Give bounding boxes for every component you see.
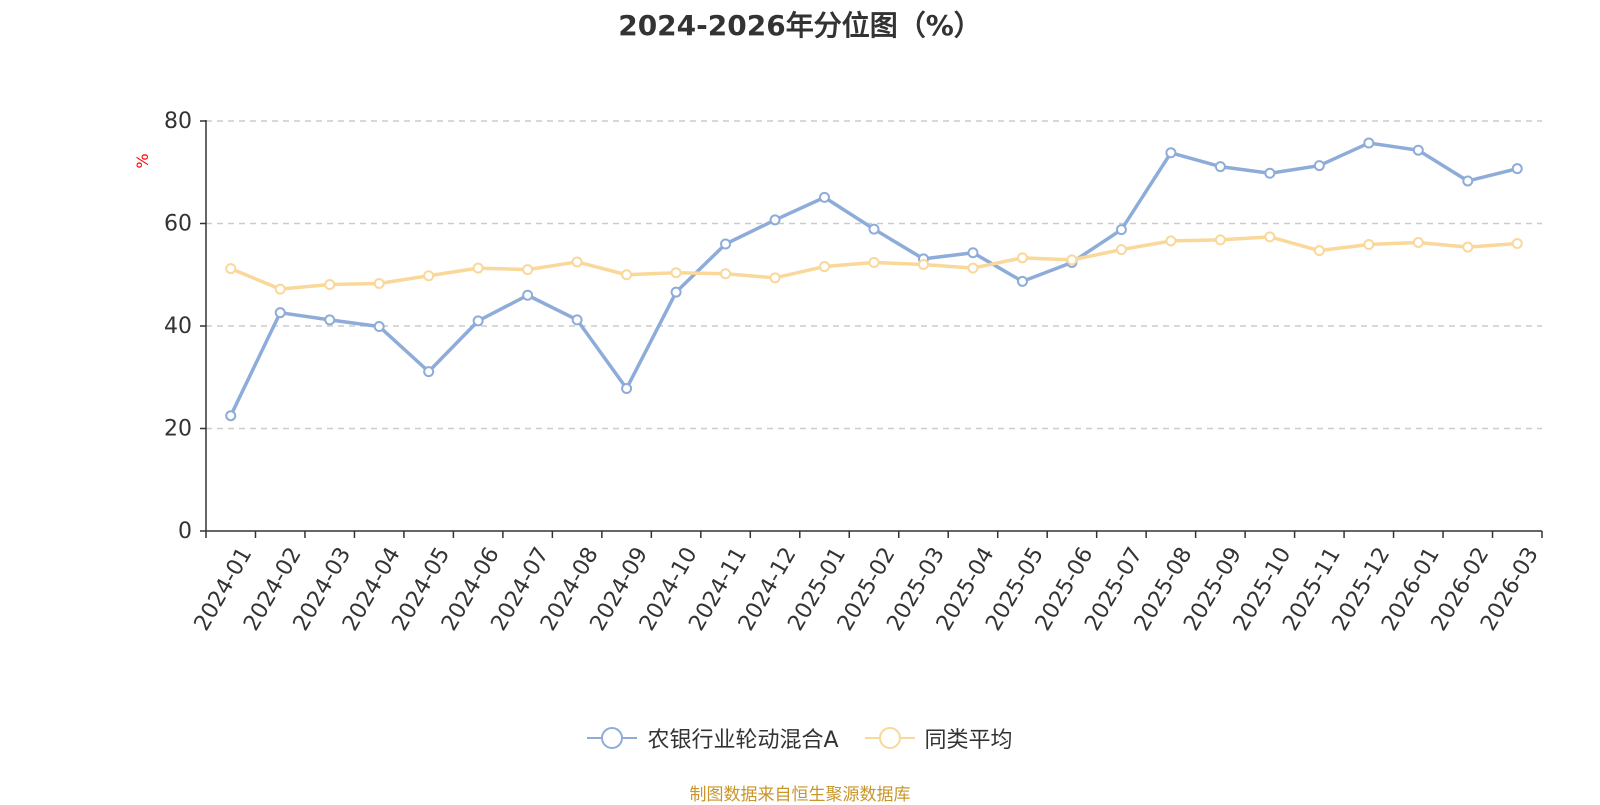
legend-circle-icon (587, 727, 638, 749)
data-point-s0-2024-11[interactable] (720, 238, 732, 250)
data-point-s0-2024-12[interactable] (769, 214, 781, 226)
data-point-s1-2025-07[interactable] (1115, 244, 1127, 256)
legend-label-series-1: 同类平均 (924, 728, 1013, 753)
legend-circle-icon (864, 727, 915, 749)
data-point-s1-2025-11[interactable] (1313, 245, 1325, 257)
y-tick-label-20: 20 (164, 417, 192, 442)
data-point-s0-2025-12[interactable] (1363, 137, 1375, 149)
data-point-s0-2024-02[interactable] (274, 307, 286, 319)
y-tick-label-40: 40 (164, 314, 192, 339)
data-point-s1-2024-01[interactable] (225, 263, 237, 275)
data-point-s1-2026-01[interactable] (1412, 236, 1424, 248)
series-line-0 (229, 141, 1518, 417)
data-point-s0-2024-08[interactable] (571, 314, 583, 326)
data-point-s1-2024-12[interactable] (769, 272, 781, 284)
data-point-s0-2024-01[interactable] (225, 410, 237, 422)
data-point-s1-2024-03[interactable] (324, 278, 336, 290)
data-point-s1-2026-03[interactable] (1511, 237, 1523, 249)
data-point-s1-2024-04[interactable] (373, 277, 385, 289)
data-point-s0-2025-07[interactable] (1115, 224, 1127, 236)
data-point-s1-2025-12[interactable] (1363, 239, 1375, 251)
data-point-s1-2024-02[interactable] (274, 283, 286, 295)
data-point-s0-2025-05[interactable] (1016, 275, 1028, 287)
data-point-s0-2024-10[interactable] (670, 286, 682, 298)
data-point-s1-2024-10[interactable] (670, 267, 682, 279)
data-point-s0-2024-07[interactable] (522, 289, 534, 301)
data-point-s1-2025-01[interactable] (819, 261, 831, 273)
data-point-s0-2024-06[interactable] (472, 315, 484, 327)
y-tick-label-60: 60 (164, 212, 192, 237)
data-point-s0-2024-03[interactable] (324, 314, 336, 326)
data-point-s1-2025-02[interactable] (868, 256, 880, 268)
y-tick-label-0: 0 (178, 519, 192, 544)
data-point-s0-2025-11[interactable] (1313, 160, 1325, 172)
data-point-s1-2024-05[interactable] (423, 270, 435, 282)
y-axis-label: % (133, 153, 152, 168)
data-point-s1-2025-10[interactable] (1264, 231, 1276, 243)
data-point-s0-2026-01[interactable] (1412, 144, 1424, 156)
data-point-s1-2025-06[interactable] (1066, 254, 1078, 266)
data-point-s0-2025-08[interactable] (1165, 147, 1177, 159)
data-point-s1-2025-08[interactable] (1165, 235, 1177, 247)
data-point-s0-2025-01[interactable] (819, 191, 831, 203)
data-point-s1-2025-09[interactable] (1214, 234, 1226, 246)
data-point-s1-2024-11[interactable] (720, 268, 732, 280)
legend-label-series-0: 农银行业轮动混合A (647, 728, 839, 753)
data-point-s1-2024-06[interactable] (472, 262, 484, 274)
legend-item-series-1[interactable]: 同类平均 (864, 722, 1013, 754)
data-point-s0-2025-09[interactable] (1214, 161, 1226, 173)
chart-legend: 农银行业轮动混合A 同类平均 (0, 722, 1600, 754)
data-point-s1-2025-05[interactable] (1016, 252, 1028, 264)
data-point-s1-2026-02[interactable] (1462, 241, 1474, 253)
data-point-s0-2025-04[interactable] (967, 247, 979, 259)
source-note: 制图数据来自恒生聚源数据库 (689, 785, 911, 805)
data-point-s1-2025-04[interactable] (967, 262, 979, 274)
chart-title: 2024-2026年分位图（%） (618, 9, 982, 42)
data-point-s0-2025-02[interactable] (868, 223, 880, 235)
data-point-s1-2025-03[interactable] (917, 259, 929, 270)
data-point-s0-2025-10[interactable] (1264, 167, 1276, 179)
y-tick-label-80: 80 (164, 109, 192, 134)
data-point-s0-2024-09[interactable] (621, 383, 633, 395)
data-point-s0-2026-02[interactable] (1462, 175, 1474, 187)
data-point-s1-2024-09[interactable] (621, 269, 633, 281)
data-point-s0-2026-03[interactable] (1511, 163, 1523, 175)
data-point-s0-2024-04[interactable] (373, 321, 385, 333)
legend-item-series-0[interactable]: 农银行业轮动混合A (587, 722, 839, 754)
data-point-s1-2024-08[interactable] (571, 256, 583, 268)
data-point-s1-2024-07[interactable] (522, 264, 534, 276)
data-point-s0-2024-05[interactable] (423, 366, 435, 378)
